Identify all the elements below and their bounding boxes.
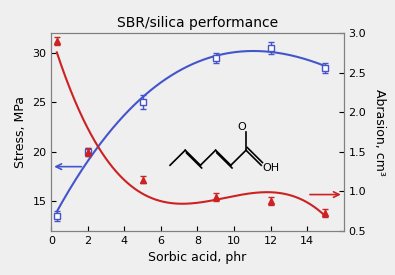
Y-axis label: Stress, MPa: Stress, MPa bbox=[14, 96, 27, 168]
X-axis label: Sorbic acid, phr: Sorbic acid, phr bbox=[149, 251, 246, 265]
Y-axis label: Abrasion, cm³: Abrasion, cm³ bbox=[373, 89, 386, 175]
Title: SBR/silica performance: SBR/silica performance bbox=[117, 16, 278, 31]
